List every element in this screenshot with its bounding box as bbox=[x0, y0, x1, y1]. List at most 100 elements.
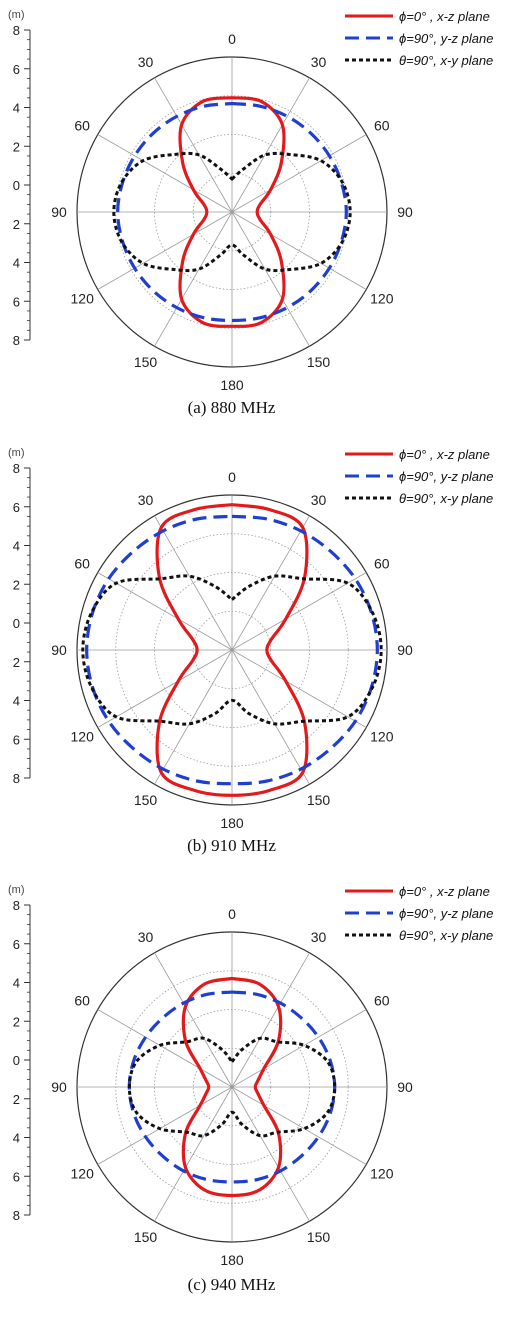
angle-label-1: 30 bbox=[311, 492, 327, 508]
radial-axis-label-7: 6 bbox=[13, 294, 20, 309]
spoke-8 bbox=[97, 1086, 233, 1165]
radial-axis-label-8: 8 bbox=[13, 1208, 20, 1223]
radial-axis-label-1: 6 bbox=[13, 500, 20, 515]
radial-axis-label-2: 4 bbox=[13, 539, 20, 554]
radial-axis-label-7: 6 bbox=[13, 732, 20, 747]
spoke-2 bbox=[231, 572, 367, 651]
radial-axis-label-7: 6 bbox=[13, 1169, 20, 1184]
spoke-8 bbox=[97, 211, 233, 290]
spoke-5 bbox=[231, 649, 310, 785]
angle-label-11: 30 bbox=[138, 929, 154, 945]
legend-label-2: θ=90°, x-y plane bbox=[399, 53, 493, 68]
radial-axis-label-3: 2 bbox=[13, 139, 20, 154]
angle-label-6: 180 bbox=[220, 815, 244, 831]
spoke-4 bbox=[231, 211, 367, 290]
unit-label: (m) bbox=[8, 884, 25, 896]
series-line-0 bbox=[155, 503, 309, 797]
radial-axis-label-5: 2 bbox=[13, 1092, 20, 1107]
radial-axis-label-5: 2 bbox=[13, 217, 20, 232]
angle-label-2: 60 bbox=[374, 118, 390, 134]
angle-label-9: 90 bbox=[51, 204, 67, 220]
spoke-4 bbox=[231, 649, 367, 728]
radial-axis-label-2: 4 bbox=[13, 976, 20, 991]
radial-axis-label-1: 6 bbox=[13, 62, 20, 77]
radial-axis-label-3: 2 bbox=[13, 1014, 20, 1029]
angle-label-4: 120 bbox=[370, 1166, 394, 1182]
radial-axis-label-2: 4 bbox=[13, 101, 20, 116]
spoke-11 bbox=[154, 952, 233, 1088]
spoke-1 bbox=[231, 515, 310, 651]
angle-label-10: 60 bbox=[74, 556, 90, 572]
angle-label-7: 150 bbox=[134, 1229, 158, 1245]
polar-chart-svg: 0 30 60 90 120 150 180 150 120 90 60 30 8 6 4 2 0 2 4 6 8 (m)… bbox=[8, 447, 493, 831]
spoke-8 bbox=[97, 649, 233, 728]
legend-label-0: ϕ=0° , x-z plane bbox=[399, 884, 490, 899]
spoke-10 bbox=[97, 134, 233, 213]
radial-axis-label-4: 0 bbox=[13, 616, 20, 631]
polar-chart-880mhz: 0 30 60 90 120 150 180 150 120 90 60 30 8 6 4 2 0 2 4 6 8 (m)… bbox=[0, 0, 531, 440]
polar-chart-940mhz: 0 30 60 90 120 150 180 150 120 90 60 30 8 6 4 2 0 2 4 6 8 (m)… bbox=[0, 875, 531, 1315]
radial-axis-label-5: 2 bbox=[13, 655, 20, 670]
series-line-1 bbox=[127, 990, 337, 1184]
angle-label-1: 30 bbox=[311, 54, 327, 70]
angle-label-2: 60 bbox=[374, 993, 390, 1009]
angle-label-3: 90 bbox=[397, 204, 413, 220]
radial-axis-label-8: 8 bbox=[13, 771, 20, 786]
polar-chart-svg: 0 30 60 90 120 150 180 150 120 90 60 30 8 6 4 2 0 2 4 6 8 (m)… bbox=[8, 9, 493, 393]
spoke-11 bbox=[154, 77, 233, 213]
angle-label-5: 150 bbox=[307, 354, 331, 370]
series-line-2 bbox=[81, 574, 383, 726]
series-line-1 bbox=[116, 101, 348, 323]
radial-axis-label-0: 8 bbox=[13, 461, 20, 476]
spoke-7 bbox=[154, 1086, 233, 1222]
unit-label: (m) bbox=[8, 9, 25, 21]
legend-label-2: θ=90°, x-y plane bbox=[399, 491, 493, 506]
spoke-10 bbox=[97, 572, 233, 651]
chart-caption: (a) 880 MHz bbox=[187, 398, 276, 417]
angle-label-0: 0 bbox=[228, 31, 236, 47]
spoke-7 bbox=[154, 649, 233, 785]
radial-axis-label-6: 4 bbox=[13, 1131, 20, 1146]
angle-label-1: 30 bbox=[311, 929, 327, 945]
radial-axis-label-6: 4 bbox=[13, 694, 20, 709]
spoke-5 bbox=[231, 211, 310, 347]
angle-label-11: 30 bbox=[138, 54, 154, 70]
spoke-1 bbox=[231, 952, 310, 1088]
spoke-1 bbox=[231, 77, 310, 213]
polar-chart-910mhz: 0 30 60 90 120 150 180 150 120 90 60 30 8 6 4 2 0 2 4 6 8 (m)… bbox=[0, 438, 531, 878]
radial-axis-label-3: 2 bbox=[13, 577, 20, 592]
angle-label-6: 180 bbox=[220, 1252, 244, 1268]
spoke-7 bbox=[154, 211, 233, 347]
spoke-2 bbox=[231, 1009, 367, 1088]
angle-label-7: 150 bbox=[134, 792, 158, 808]
legend-label-1: ϕ=90°, y-z plane bbox=[399, 906, 493, 921]
legend-label-1: ϕ=90°, y-z plane bbox=[399, 31, 493, 46]
angle-label-2: 60 bbox=[374, 556, 390, 572]
angle-label-4: 120 bbox=[370, 729, 394, 745]
unit-label: (m) bbox=[8, 447, 25, 459]
angle-label-0: 0 bbox=[228, 906, 236, 922]
radial-axis-label-0: 8 bbox=[13, 898, 20, 913]
radial-axis-label-0: 8 bbox=[13, 23, 20, 38]
angle-label-9: 90 bbox=[51, 642, 67, 658]
angle-label-8: 120 bbox=[71, 1166, 95, 1182]
legend-label-2: θ=90°, x-y plane bbox=[399, 928, 493, 943]
radial-axis-label-8: 8 bbox=[13, 333, 20, 348]
radial-axis-label-1: 6 bbox=[13, 937, 20, 952]
angle-label-9: 90 bbox=[51, 1079, 67, 1095]
angle-label-4: 120 bbox=[370, 291, 394, 307]
angle-label-3: 90 bbox=[397, 1079, 413, 1095]
radial-axis-label-6: 4 bbox=[13, 256, 20, 271]
angle-label-3: 90 bbox=[397, 642, 413, 658]
legend-label-1: ϕ=90°, y-z plane bbox=[399, 469, 493, 484]
angle-label-5: 150 bbox=[307, 1229, 331, 1245]
angle-label-10: 60 bbox=[74, 993, 90, 1009]
spoke-10 bbox=[97, 1009, 233, 1088]
angle-label-8: 120 bbox=[71, 729, 95, 745]
spoke-11 bbox=[154, 515, 233, 651]
series-line-2 bbox=[112, 151, 352, 273]
legend-label-0: ϕ=0° , x-z plane bbox=[399, 9, 490, 24]
chart-caption: (b) 910 MHz bbox=[187, 836, 276, 855]
spoke-4 bbox=[231, 1086, 367, 1165]
series-line-0 bbox=[178, 96, 286, 328]
